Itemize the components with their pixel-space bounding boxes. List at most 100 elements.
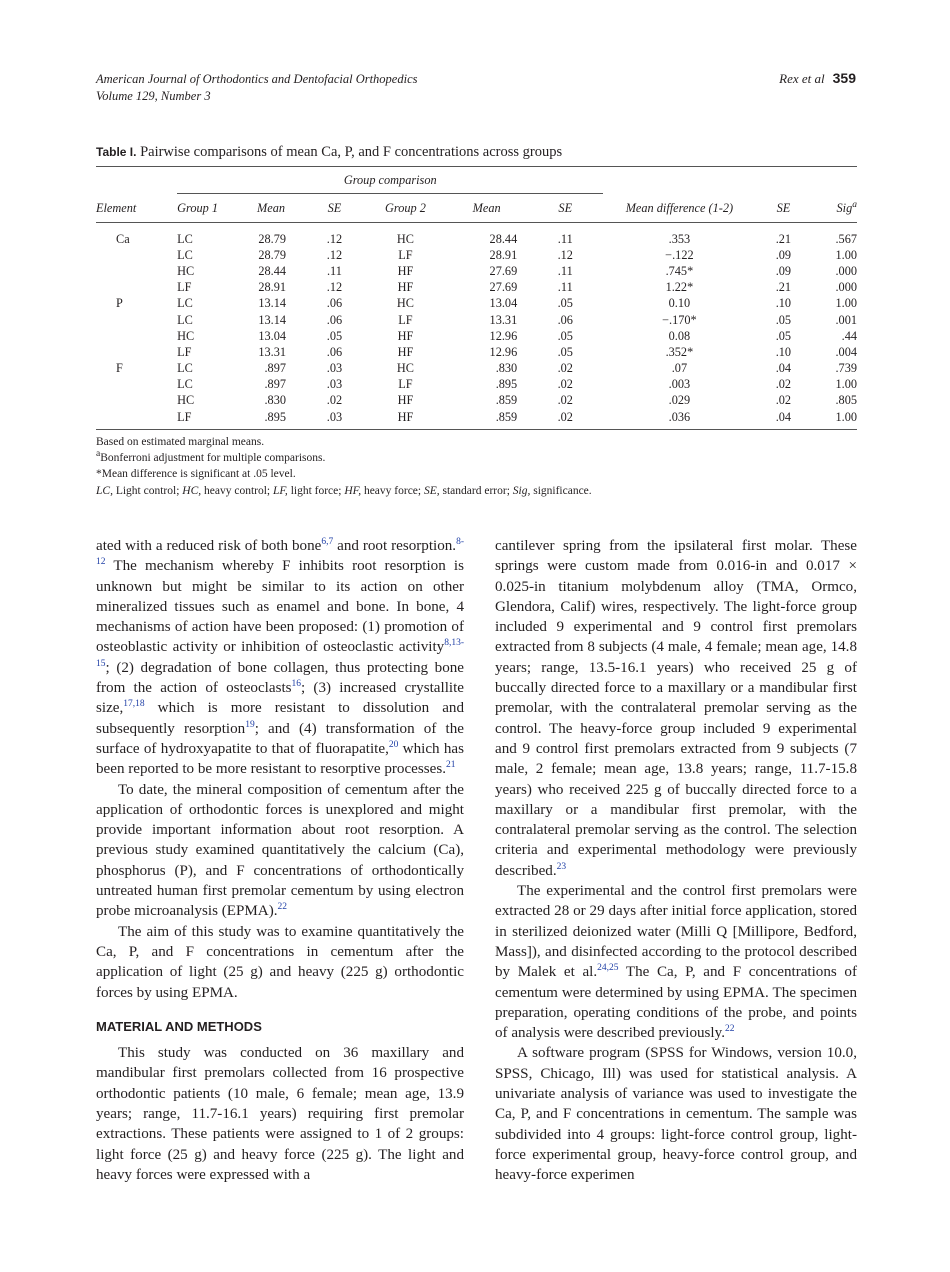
col-group2: Group 2 (364, 193, 447, 223)
table-cell (96, 328, 177, 344)
table-cell: LF (398, 377, 413, 392)
table-cell: LF (177, 409, 192, 424)
table-cell: .44 (841, 328, 857, 343)
table-cell (96, 312, 177, 328)
table-cell: .04 (775, 409, 792, 424)
table-cell: 1.00 (835, 247, 857, 262)
col-se2: SE (527, 193, 604, 223)
group-comparison-header: Group comparison (177, 166, 604, 194)
table-cell: 28.79 (258, 231, 286, 246)
comparison-table: Element Group comparison Mean difference… (96, 166, 857, 431)
citation-link[interactable]: 22 (277, 902, 288, 913)
table-cell: .07 (671, 361, 688, 376)
citation-link[interactable]: 21 (445, 760, 456, 771)
table-cell: LC (177, 312, 193, 327)
table-cell: .805 (835, 393, 857, 408)
citation-link[interactable]: 19 (245, 719, 255, 730)
table-row: Ca LC 28.79 .12 HC 28.44 .11 .353 .21 .567 (96, 231, 857, 247)
citation-link[interactable]: 20 (388, 739, 399, 750)
table-cell: .897 (264, 377, 286, 392)
table-cell: 13.31 (489, 312, 518, 327)
table-cell: P (116, 296, 123, 311)
table-cell (96, 344, 177, 360)
table-cell: .06 (326, 344, 343, 359)
citation-link[interactable]: 24,25 (597, 963, 619, 974)
table-cell: .004 (835, 344, 857, 359)
table-cell: .03 (326, 377, 343, 392)
table-row: F LC .897 .03 HC .830 .02 .07 .04 .739 (96, 361, 857, 377)
table-cell: 0.08 (668, 328, 691, 343)
table-row: HC 28.44 .11 HF 27.69 .11 .745* .09 .000 (96, 263, 857, 279)
table-cell: .11 (557, 263, 573, 278)
table-cell: .895 (495, 377, 518, 392)
body-paragraph: The aim of this study was to examine qua… (96, 923, 464, 1001)
section-heading: MATERIAL AND METHODS (96, 1018, 262, 1034)
table-cell: HF (397, 263, 414, 278)
table-cell: .352* (665, 344, 694, 359)
body-paragraph: cantilever spring from the ipsilateral f… (495, 538, 857, 879)
table-cell: 28.91 (489, 247, 518, 262)
table-cell: .05 (557, 344, 573, 359)
table-cell: .02 (557, 393, 573, 408)
table-row: LC 13.14 .06 LF 13.31 .06 −.170* .05 .001 (96, 312, 857, 328)
table-cell: .04 (775, 361, 792, 376)
journal-title: American Journal of Orthodontics and Den… (96, 72, 418, 86)
col-group1: Group 1 (177, 193, 239, 223)
table-row: LF .895 .03 HF .859 .02 .036 .04 1.00 (96, 409, 857, 430)
table-cell: HC (177, 393, 195, 408)
footnote-abbreviations: LC, Light control; HC, heavy control; LF… (96, 484, 592, 497)
table-cell: 28.44 (489, 231, 518, 246)
table-row: HC 13.04 .05 HF 12.96 .05 0.08 .05 .44 (96, 328, 857, 344)
table-cell: .02 (775, 393, 792, 408)
table-cell: Ca (116, 231, 130, 246)
citation-link[interactable]: 17,18 (123, 699, 145, 710)
table-row: P LC 13.14 .06 HC 13.04 .05 0.10 .10 1.00 (96, 296, 857, 312)
table-cell: .02 (557, 409, 573, 424)
citation-link[interactable]: 6,7 (321, 536, 334, 547)
table-cell: LC (177, 247, 193, 262)
table-cell: .05 (326, 328, 343, 343)
body-paragraph: ated with a reduced risk of both bone6,7… (96, 536, 464, 778)
col-element: Element (96, 166, 178, 223)
table-cell: LC (177, 361, 193, 376)
table-cell: .895 (264, 409, 286, 424)
footnote: Based on estimated marginal means. (96, 436, 265, 448)
table-cell: HC (396, 296, 414, 311)
table-cell: 1.22* (665, 280, 694, 295)
citation-link[interactable]: 8,13-15 (96, 638, 464, 669)
col-se: SE (755, 166, 812, 223)
table-cell: HF (397, 409, 414, 424)
citation-link[interactable]: 16 (291, 679, 302, 690)
table-cell: .003 (668, 377, 691, 392)
table-cell: 13.31 (258, 344, 286, 359)
body-paragraph: To date, the mineral composition of ceme… (96, 781, 464, 920)
footnote: aBonferroni adjustment for multiple comp… (96, 449, 326, 465)
table-cell: 27.69 (489, 263, 518, 278)
table-cell: HC (396, 231, 414, 246)
col-mean2: Mean (446, 193, 528, 223)
table-cell: .05 (775, 312, 792, 327)
table-cell: .03 (326, 361, 343, 376)
citation-link[interactable]: 22 (724, 1024, 735, 1035)
table-cell: −.122 (665, 247, 694, 262)
left-column: ated with a reduced risk of both bone6,7… (96, 536, 464, 1185)
table-cell: .21 (775, 231, 792, 246)
table-cell: .745* (665, 263, 694, 278)
table-cell: .029 (668, 393, 691, 408)
table-cell: .06 (326, 312, 343, 327)
citation-link[interactable]: 23 (556, 861, 567, 872)
body-paragraph: This study was conducted on 36 maxillary… (96, 1045, 464, 1183)
table-cell: .001 (835, 312, 857, 327)
table-cell: 13.04 (258, 328, 286, 343)
table-cell: LC (177, 377, 193, 392)
table-row: LC 28.79 .12 LF 28.91 .12 −.122 .09 1.00 (96, 247, 857, 263)
table-cell: 13.04 (489, 296, 518, 311)
citation-link[interactable]: 8-12 (96, 536, 464, 568)
table-cell: 1.00 (835, 296, 857, 311)
table-cell: .830 (495, 361, 518, 376)
table-cell: .02 (775, 377, 792, 392)
table-cell: .000 (835, 280, 857, 295)
table-cell: 12.96 (489, 328, 518, 343)
table-cell: 0.10 (668, 296, 691, 311)
table-cell: .02 (557, 361, 573, 376)
